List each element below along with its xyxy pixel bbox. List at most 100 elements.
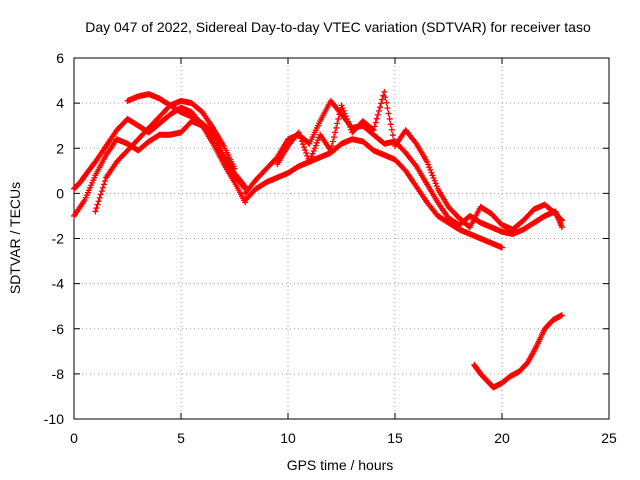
data-point: [301, 144, 308, 151]
data-point: [314, 137, 321, 144]
data-point: [100, 181, 107, 188]
data-point: [332, 129, 339, 136]
data-point: [344, 118, 351, 125]
data-point: [374, 111, 381, 118]
data-point: [427, 166, 434, 173]
data-point: [93, 205, 100, 212]
y-tick-label: -4: [52, 276, 65, 292]
data-point: [428, 169, 435, 176]
x-tick-label: 5: [177, 430, 185, 446]
x-tick-label: 20: [494, 430, 510, 446]
data-point: [309, 150, 316, 157]
data-point: [102, 177, 109, 184]
data-point: [209, 128, 216, 135]
data-point: [310, 147, 317, 154]
y-tick-label: 6: [56, 50, 64, 66]
data-point: [303, 149, 310, 156]
data-point: [99, 184, 106, 191]
series-track-c: [92, 97, 238, 215]
data-point: [429, 172, 436, 179]
x-tick-label: 25: [601, 430, 617, 446]
data-point: [328, 142, 335, 149]
data-point: [388, 126, 395, 133]
data-point: [375, 108, 382, 115]
data-point: [385, 110, 392, 117]
x-tick-label: 10: [280, 430, 296, 446]
data-point: [295, 129, 302, 136]
data-point: [370, 127, 377, 134]
data-point: [94, 201, 101, 208]
y-tick-label: -2: [52, 231, 65, 247]
x-axis-label: GPS time / hours: [287, 457, 394, 473]
data-point: [424, 158, 431, 165]
y-axis-label: SDTVAR / TECUs: [7, 182, 23, 294]
data-point: [558, 224, 565, 231]
data-point: [383, 99, 390, 106]
data-point: [345, 121, 352, 128]
x-tick-label: 15: [387, 430, 403, 446]
data-point: [96, 194, 103, 201]
data-point: [425, 161, 432, 168]
y-tick-label: 4: [56, 95, 64, 111]
data-point: [329, 138, 336, 145]
data-point: [97, 191, 104, 198]
data-point: [381, 88, 388, 95]
data-point: [308, 153, 315, 160]
series-track-h: [471, 312, 565, 391]
data-point: [382, 94, 389, 101]
data-point: [313, 139, 320, 146]
y-tick-label: 0: [56, 185, 64, 201]
data-point: [331, 133, 338, 140]
data-point: [377, 104, 384, 111]
data-point: [311, 145, 318, 152]
data-point: [95, 198, 102, 205]
data-point: [379, 96, 386, 103]
data-points: [71, 88, 565, 391]
data-point: [242, 183, 249, 190]
data-point: [386, 115, 393, 122]
series-track-d: [124, 91, 249, 190]
data-point: [297, 135, 304, 142]
data-point: [306, 158, 313, 165]
data-point: [333, 124, 340, 131]
data-point: [298, 138, 305, 145]
data-point: [384, 105, 391, 112]
series-track-g: [274, 88, 565, 233]
data-point: [390, 137, 397, 144]
data-point: [312, 142, 319, 149]
data-point: [347, 124, 354, 131]
data-point: [426, 164, 433, 171]
data-point: [433, 183, 440, 190]
data-point: [327, 147, 334, 154]
data-point: [340, 107, 347, 114]
y-tick-label: 2: [56, 140, 64, 156]
data-point: [373, 115, 380, 122]
data-point: [430, 175, 437, 182]
y-tick-label: -6: [52, 321, 65, 337]
data-point: [299, 141, 306, 148]
axis-ticks: 0 5 10 15 20 25 -10 -8 -6 -4 -2 0 2 4 6: [44, 50, 617, 446]
data-point: [307, 156, 314, 163]
data-point: [558, 312, 565, 319]
data-point: [334, 120, 341, 127]
data-point: [302, 147, 309, 154]
data-point: [558, 217, 565, 224]
x-tick-label: 0: [70, 430, 78, 446]
data-point: [371, 123, 378, 130]
data-point: [98, 188, 105, 195]
data-point: [431, 177, 438, 184]
gridlines: [74, 58, 609, 419]
data-point: [335, 115, 342, 122]
data-point: [432, 180, 439, 187]
data-point: [296, 132, 303, 139]
data-point: [372, 119, 379, 126]
data-point: [339, 105, 346, 112]
y-tick-label: -10: [44, 411, 64, 427]
data-point: [338, 102, 345, 109]
data-point: [92, 208, 99, 215]
data-point: [336, 111, 343, 118]
data-point: [343, 115, 350, 122]
data-point: [389, 132, 396, 139]
